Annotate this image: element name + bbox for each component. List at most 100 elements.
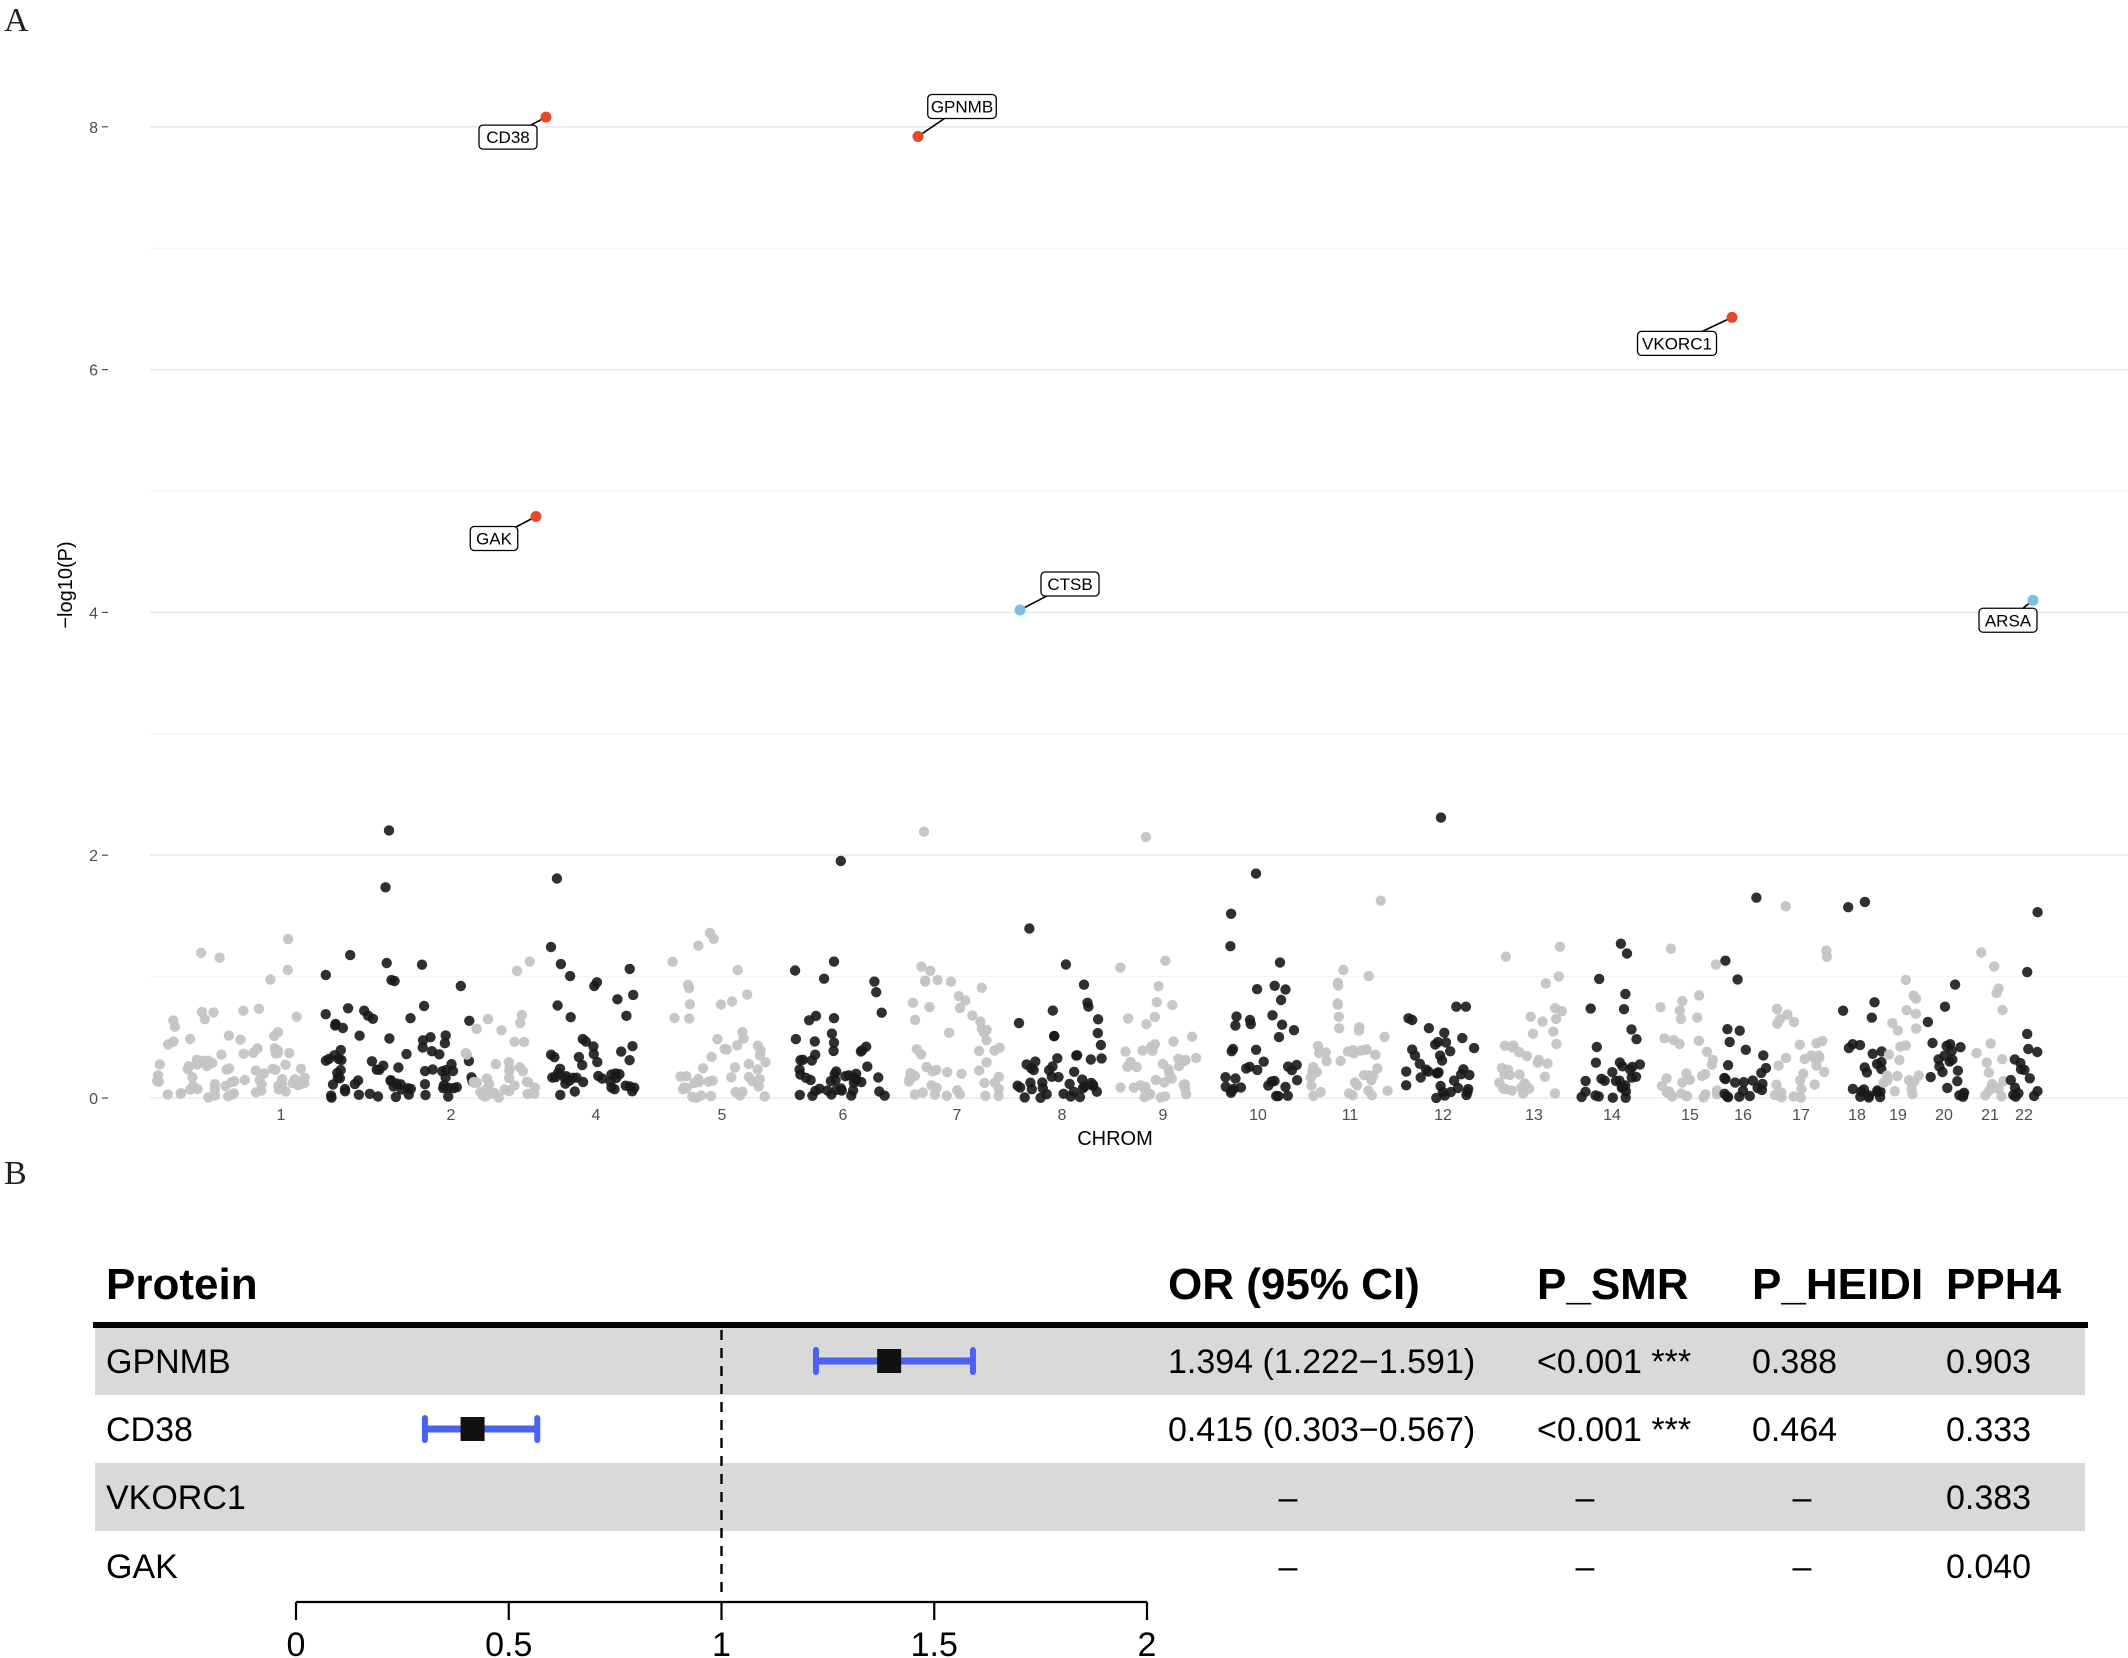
data-point [1976,947,1987,958]
data-point [803,1015,815,1026]
data-point [790,1033,802,1045]
data-point [1140,1081,1151,1093]
data-point [1332,999,1344,1010]
data-point [828,1045,839,1057]
data-point [828,1013,840,1024]
data-point [732,1040,743,1051]
data-point [1621,948,1633,959]
data-point [1698,1092,1709,1103]
data-point [1338,964,1349,976]
data-point [386,974,397,986]
data-point [522,1088,533,1100]
data-point [726,1072,737,1083]
data-point [1894,1054,1905,1066]
pph4-value: 0.040 [1946,1548,2031,1586]
data-point [814,1083,825,1095]
data-point [390,1091,402,1103]
data-point [1096,1053,1107,1064]
data-point [214,952,225,963]
data-point [753,1081,764,1092]
data-point [1141,1018,1152,1030]
data-point [869,976,880,987]
data-point [682,979,694,991]
data-point [551,873,563,884]
data-point [1734,1025,1745,1036]
data-point [1021,1059,1032,1070]
data-point [238,1048,249,1060]
data-point [1120,1046,1131,1057]
data-point [1087,1079,1099,1091]
data-point [552,1000,563,1011]
data-point [1064,1078,1075,1090]
data-point [789,965,801,976]
data-point [228,1088,239,1099]
p-heidi-value: 0.388 [1752,1343,1837,1381]
data-point [794,1064,805,1075]
data-point [1282,1090,1294,1102]
data-point [704,927,716,939]
data-point [405,1013,416,1024]
data-point [1819,1066,1830,1078]
data-point [1925,1071,1936,1083]
data-point [434,1049,445,1060]
data-point [1590,1057,1602,1068]
data-point [1756,1067,1767,1079]
data-point [915,1049,927,1060]
data-point [216,1049,227,1060]
data-point [195,947,207,959]
data-point [1167,999,1178,1011]
data-point [759,1091,770,1102]
data-point [1178,1079,1189,1091]
data-point [1115,962,1126,973]
forest-x-tick-label: 1.5 [911,1626,958,1658]
data-point [1308,1090,1319,1102]
data-point [1433,1067,1444,1078]
data-point [973,1045,985,1057]
protein-name: VKORC1 [106,1479,246,1517]
data-point [1220,1072,1231,1083]
data-point [715,999,727,1010]
data-point [2019,1064,2030,1076]
forest-x-tick-label: 0.5 [485,1626,532,1658]
data-point [565,1012,576,1023]
data-point [1796,1083,1807,1095]
data-point [1146,1041,1157,1052]
data-point [1620,1092,1631,1104]
data-point [384,1033,395,1044]
data-point [1872,1086,1883,1098]
p-smr-value: – [1576,1479,1595,1517]
data-point [1991,987,2002,999]
data-point [405,1083,416,1095]
data-point [1776,1092,1787,1103]
pph4-value: 0.383 [1946,1479,2031,1517]
data-point [806,1055,817,1066]
data-point [1342,1046,1354,1057]
data-point [187,1080,199,1092]
data-point [945,976,957,987]
data-point [280,1059,291,1070]
data-point [1681,1090,1692,1102]
data-point [591,977,603,988]
data-point [1909,1076,1920,1087]
data-point [2032,1046,2043,1058]
column-header-pph4: PPH4 [1946,1260,2061,1309]
data-point [239,1074,250,1086]
data-point [1859,1062,1870,1073]
data-point [1666,1090,1677,1101]
data-point [1407,1014,1418,1026]
data-point [1370,1049,1381,1061]
data-point [1263,1080,1274,1091]
data-point [1859,896,1871,908]
data-point [932,974,943,986]
data-point [1092,1014,1104,1025]
x-tick-label: 17 [1792,1107,1810,1124]
data-point [320,1009,331,1020]
data-point [1191,1052,1202,1064]
data-point [624,1055,635,1066]
data-point [561,1071,572,1082]
data-point [981,1057,992,1068]
data-point [1907,1089,1918,1100]
data-point [519,1036,530,1048]
data-point [1499,1040,1511,1052]
data-point [1095,1039,1107,1051]
